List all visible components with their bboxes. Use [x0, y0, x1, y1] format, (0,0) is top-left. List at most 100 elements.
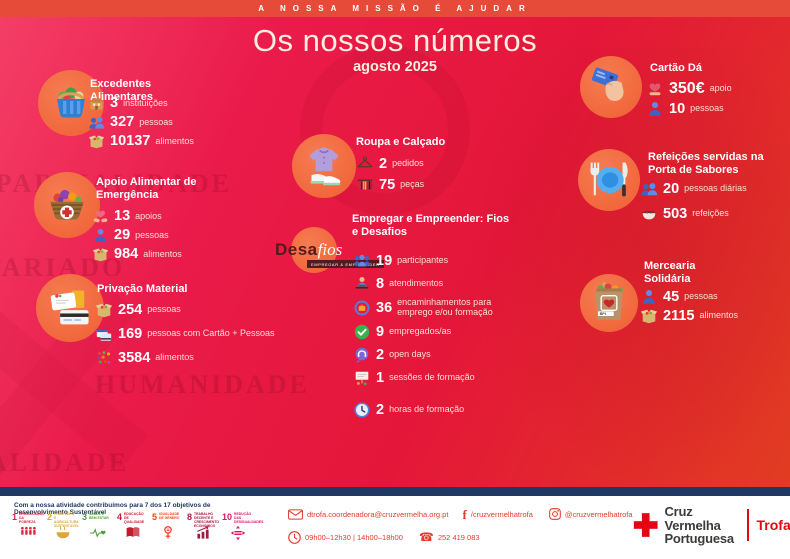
- section-title: Cartão Dá: [650, 62, 702, 74]
- stat-value: 45: [663, 288, 680, 305]
- watermark-humanidade: HUMANIDADE: [95, 370, 310, 399]
- stat-label: empregados/as: [389, 325, 452, 336]
- presentation-icon: [353, 369, 371, 387]
- stat-row: 19 participantes: [353, 252, 523, 270]
- stat-row: 984 alimentos: [92, 246, 182, 263]
- stat-value: 8: [376, 275, 385, 292]
- desafios-logo: Desafios EMPREGAR & EMPREENDER: [275, 227, 385, 283]
- section-title: Privação Material: [97, 283, 188, 295]
- sdg-2-zero-hunger: 2 FOME ZERO E AGRICULTURA SUSTENTÁVEL: [47, 512, 79, 541]
- cruz-vermelha-brand: Cruz Vermelha Portuguesa Trofa: [633, 505, 790, 546]
- brand-line1: Cruz Vermelha: [664, 504, 721, 533]
- stat-row: 10137 alimentos: [88, 133, 194, 150]
- sdg-book-pictogram: [126, 527, 139, 537]
- facebook-handle: /cruzvermelhatrofa: [470, 509, 533, 519]
- food-box-icon: [92, 246, 109, 263]
- stat-value: 10: [669, 100, 686, 117]
- sdg-number: 2: [47, 512, 53, 522]
- headset-icon: [353, 346, 371, 364]
- sdg-label: TRABALHO DECENTE E CRESCIMENTO ECONÓMICO: [194, 512, 220, 528]
- schedule-text: 09h00–12h30 | 14h00–18h00: [305, 532, 403, 542]
- section-privacao-material: Privação Material 254 pessoas 169 pessoa…: [36, 268, 296, 388]
- sdg-3-good-health: 3 SAÚDE E BEM ESTAR: [82, 512, 113, 541]
- contact-block: dtrofa.coordenadora@cruzvermelha.org.pt …: [288, 506, 633, 545]
- instagram-contact: @cruzvermelhatrofa: [549, 508, 633, 520]
- sdg-number: 3: [82, 512, 88, 522]
- sdg-label: FOME ZERO E AGRICULTURA SUSTENTÁVEL: [54, 512, 79, 528]
- section-excedentes-alimentares: Excedentes Alimentares 3 instituições 32…: [38, 66, 288, 166]
- logo-tagline: EMPREGAR & EMPREENDER: [307, 260, 384, 268]
- stat-label: pessoas: [139, 116, 173, 127]
- stat-label: pessoas: [147, 304, 181, 315]
- section-roupa-calcado: Roupa e Calçado 2 pedidos 75 peças: [292, 130, 522, 220]
- sdg-equality-pictogram: [230, 525, 245, 541]
- stat-row: 327 pessoas: [88, 114, 194, 131]
- stat-value: 254: [118, 301, 143, 318]
- bowl-icon: [640, 205, 658, 223]
- sdg-1-no-poverty: 1 ERRADICAÇÃO DA POBREZA: [12, 512, 44, 541]
- stat-value: 75: [379, 176, 396, 193]
- desk-person-icon: [353, 275, 371, 293]
- stat-label: alimentos: [155, 135, 194, 146]
- stat-value: 10137: [110, 133, 151, 150]
- sdg-5-gender-equality: 5 IGUALDADE DE GÉNERO: [152, 512, 183, 541]
- stat-value: 20: [663, 180, 680, 197]
- stat-value: 2: [376, 346, 385, 363]
- support-cards-icon: [36, 274, 104, 342]
- page-subtitle: agosto 2025: [353, 59, 437, 75]
- stat-label: pedidos: [392, 158, 424, 169]
- section-title: Refeições servidas na Porta de Sabores: [648, 151, 764, 176]
- stat-label: encaminhamentos para emprego e/ou formaç…: [397, 297, 493, 317]
- stat-row: 29 pessoas: [92, 227, 182, 244]
- sdg-gender-pictogram: [163, 526, 172, 539]
- stat-value: 503: [663, 205, 688, 222]
- sdg-8-decent-work: 8 TRABALHO DECENTE E CRESCIMENTO ECONÓMIC…: [187, 512, 220, 541]
- stat-label: apoios: [135, 210, 162, 221]
- stat-value: 29: [114, 227, 131, 244]
- stat-label: open days: [389, 348, 431, 359]
- cards-icon: [95, 325, 113, 343]
- footer-divider-bar: [0, 487, 790, 496]
- stat-value: 327: [110, 114, 135, 131]
- stat-label: alimentos: [699, 310, 738, 321]
- food-items-icon: [95, 349, 113, 367]
- stat-row: 75 peças: [356, 176, 424, 194]
- section-refeicoes: Refeições servidas na Porta de Sabores 2…: [578, 146, 788, 236]
- person-icon: [646, 100, 664, 118]
- heart-hand-icon: [646, 80, 664, 98]
- envelope-icon: [288, 508, 303, 520]
- red-cross-icon: [633, 513, 658, 538]
- stat-label: horas de formação: [389, 403, 465, 414]
- stat-label: pessoas: [135, 229, 169, 240]
- stat-value: 1: [376, 369, 385, 386]
- sdg-grid: 1 ERRADICAÇÃO DA POBREZA 2 FOME ZERO E AGR…: [12, 512, 264, 541]
- stat-row: 254 pessoas: [95, 301, 275, 319]
- stat-value: 2115: [663, 307, 695, 324]
- sdg-number: 10: [222, 512, 233, 522]
- schedule: 09h00–12h30 | 14h00–18h00: [288, 530, 403, 544]
- facebook-icon: f: [462, 506, 467, 522]
- stat-label: sessões de formação: [389, 371, 475, 382]
- people-icon: [88, 114, 105, 131]
- sdg-label: REDUÇÃO DAS DESIGUALDADES: [234, 512, 264, 524]
- clothes-rack-icon: [356, 176, 374, 194]
- person-icon: [92, 227, 109, 244]
- mission-banner: A NOSSA MISSÃO É AJUDAR: [0, 0, 790, 17]
- stat-label: pessoas diárias: [684, 183, 747, 194]
- stat-row: 2 open days: [353, 346, 523, 364]
- stat-label: instituições: [123, 97, 168, 108]
- sdg-growth-pictogram: [196, 526, 209, 539]
- stat-value: 2: [376, 401, 385, 418]
- phone-number: 252 419 083: [437, 532, 480, 542]
- stat-value: 36: [376, 299, 393, 316]
- stat-value: 3584: [118, 349, 151, 366]
- sdg-label: IGUALDADE DE GÉNERO: [159, 512, 180, 520]
- brand-divider: [746, 509, 749, 542]
- grocery-bag-heart-icon: BPI: [580, 274, 638, 332]
- sdg-label: SAÚDE E BEM ESTAR: [89, 512, 109, 520]
- background-portrait-watermark: [470, 47, 790, 487]
- phone-icon: ☎: [418, 530, 434, 544]
- stat-label: pessoas: [684, 291, 718, 302]
- group-icon: [353, 252, 371, 270]
